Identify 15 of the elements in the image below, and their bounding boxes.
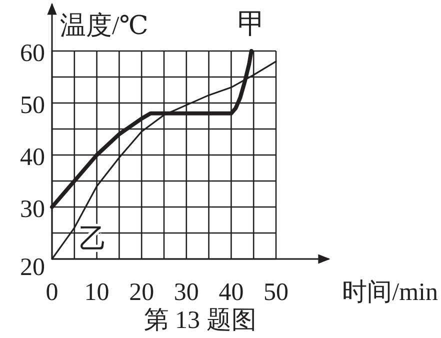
y-tick-label: 50 [20,92,45,119]
x-tick-label: 0 [46,279,58,306]
y-tick-label: 20 [20,254,45,281]
y-tick-label: 30 [20,196,45,223]
y-tick-label: 60 [20,40,45,67]
y-axis-title: 温度/℃ [60,11,148,40]
x-tick-label: 30 [174,279,199,306]
x-tick-label: 50 [264,279,288,306]
text: 第 13 题图 [144,307,256,334]
x-tick-label: 40 [218,279,244,306]
y-tick-label: 40 [20,144,45,171]
x-axis-title: 时间/min [342,279,438,306]
x-tick-label: 10 [84,279,110,306]
x-tick-label: 20 [129,279,154,306]
series-label: 甲 [237,9,266,40]
